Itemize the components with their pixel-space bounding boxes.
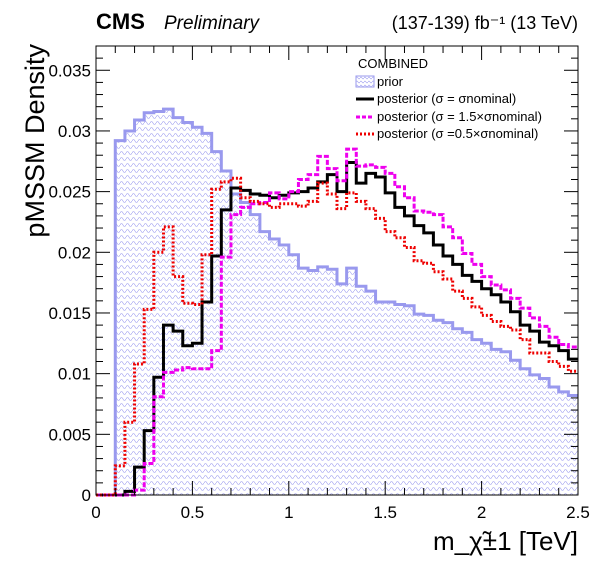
- series-0: [96, 107, 578, 497]
- legend-label-1p5: posterior (σ = 1.5×σnominal): [377, 109, 542, 124]
- legend-header: COMBINED: [358, 56, 428, 71]
- legend-label-0p5: posterior (σ =0.5×σnominal): [377, 126, 538, 141]
- legend: COMBINED prior posterior (σ = σnominal) …: [355, 56, 542, 141]
- luminosity-label: (137-139) fb⁻¹ (13 TeV): [392, 13, 578, 33]
- y-axis-title: pMSSM Density: [20, 44, 50, 238]
- series-2: [96, 147, 578, 497]
- y-tick-label: 0.025: [48, 183, 91, 202]
- status-label: Preliminary: [164, 13, 261, 34]
- x-tick-label: 0: [91, 503, 100, 522]
- x-tick-label: 0.5: [181, 503, 205, 522]
- plot-frame: [95, 45, 579, 496]
- legend-swatch-prior: [355, 75, 375, 88]
- y-tick-label: 0.02: [58, 243, 91, 262]
- axes: 0 0.5 1 1.5 2 2.5 0 0.005 0.01 0.015 0.02 0.025 0.03…: [48, 45, 590, 522]
- series-1: [96, 160, 578, 497]
- x-tick-label: 1: [284, 503, 293, 522]
- series-line-3: [96, 176, 578, 497]
- series-layer: [96, 107, 578, 497]
- prior-fill: [96, 109, 578, 496]
- y-tick-label: 0.005: [48, 425, 91, 444]
- series-line-2: [96, 147, 578, 497]
- series-3: [96, 176, 578, 497]
- series-line-1: [96, 160, 578, 497]
- y-tick-label: 0.035: [48, 61, 91, 80]
- experiment-label: CMS: [96, 9, 145, 34]
- legend-label-nominal: posterior (σ = σnominal): [377, 91, 516, 106]
- x-tick-label: 2.5: [566, 503, 590, 522]
- y-tick-label: 0.03: [58, 122, 91, 141]
- x-axis-title: m_χ̃±1 [TeV]: [433, 526, 578, 556]
- y-tick-label: 0.015: [48, 304, 91, 323]
- y-tick-label: 0: [82, 486, 91, 505]
- legend-label-prior: prior: [377, 74, 404, 89]
- y-tick-label: 0.01: [58, 365, 91, 384]
- prior-outline: [96, 107, 578, 497]
- x-tick-label: 1.5: [373, 503, 397, 522]
- x-tick-label: 2: [477, 503, 486, 522]
